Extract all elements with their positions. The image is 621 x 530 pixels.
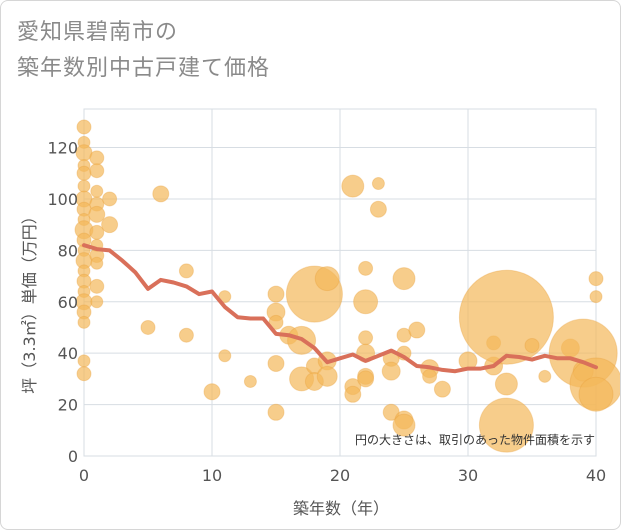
bubble-layer (74, 119, 620, 453)
data-bubble (458, 269, 554, 365)
data-bubble (77, 179, 91, 193)
data-bubble (357, 370, 375, 388)
data-bubble (89, 278, 105, 294)
data-bubble (76, 366, 92, 382)
data-bubble (267, 403, 285, 421)
data-bubble (178, 327, 194, 343)
y-tick-label: 120 (47, 139, 78, 158)
data-bubble (89, 150, 105, 166)
x-tick-labels: 0 10 20 30 40 (79, 466, 606, 485)
data-bubble (341, 174, 365, 198)
data-bubble (218, 349, 232, 363)
data-bubble (433, 380, 451, 398)
data-bubble (381, 361, 401, 381)
data-bubble (382, 403, 400, 421)
y-tick-label: 0 (68, 447, 78, 466)
data-bubble (267, 285, 285, 303)
data-bubble (478, 397, 534, 453)
data-bubble (314, 266, 340, 292)
data-bubble (178, 263, 194, 279)
data-bubble (494, 372, 518, 396)
y-tick-label: 60 (58, 293, 78, 312)
data-bubble (76, 119, 92, 135)
data-bubble (358, 330, 374, 346)
data-bubble (102, 191, 118, 207)
chart-title: 愛知県碧南市の 築年数別中古戸建て価格 (17, 15, 270, 87)
trend-line (82, 243, 598, 374)
data-bubble (88, 205, 106, 223)
x-tick-label: 0 (79, 466, 89, 485)
data-bubble (578, 376, 614, 412)
data-bubble (422, 368, 438, 384)
data-bubble (76, 165, 92, 181)
data-bubble (369, 200, 387, 218)
data-bubble (140, 319, 156, 335)
title-line-1: 愛知県碧南市の (17, 20, 179, 45)
data-bubble (101, 216, 119, 234)
data-bubble (152, 185, 170, 203)
x-tick-label: 20 (330, 466, 350, 485)
data-bubble (90, 295, 104, 309)
data-bubble (538, 369, 552, 383)
x-axis-label: 築年数（年） (293, 499, 389, 518)
data-bubble (589, 290, 603, 304)
data-bubble (371, 177, 385, 191)
y-tick-label: 80 (58, 241, 78, 260)
data-bubble (89, 163, 105, 179)
data-bubble (358, 260, 374, 276)
data-bubble (588, 271, 604, 287)
data-bubble (392, 267, 416, 291)
size-annotation: 円の大きさは、取引のあった物件面積を示す (355, 432, 595, 447)
data-bubble (90, 184, 104, 198)
data-bubble (268, 314, 284, 330)
data-bubble (267, 354, 285, 372)
title-line-2: 築年数別中古戸建て価格 (17, 56, 271, 81)
data-bubble (243, 374, 257, 388)
y-tick-label: 100 (47, 190, 78, 209)
data-bubble (353, 289, 379, 315)
data-bubble (77, 315, 91, 329)
y-tick-label: 40 (58, 344, 78, 363)
data-bubble (524, 337, 540, 353)
data-bubble (203, 383, 221, 401)
y-tick-labels: 0 20 40 60 80 100 120 (47, 139, 78, 466)
data-bubble (392, 413, 416, 437)
data-bubble (90, 256, 104, 270)
data-bubble (77, 354, 91, 368)
y-tick-label: 20 (58, 396, 78, 415)
data-bubble (344, 385, 362, 403)
x-tick-label: 10 (202, 466, 222, 485)
data-bubble (408, 321, 426, 339)
y-axis-label: 坪（3.3㎡）単価（万円） (20, 208, 39, 393)
data-bubble (316, 365, 338, 387)
x-tick-label: 30 (458, 466, 478, 485)
x-tick-label: 40 (586, 466, 606, 485)
